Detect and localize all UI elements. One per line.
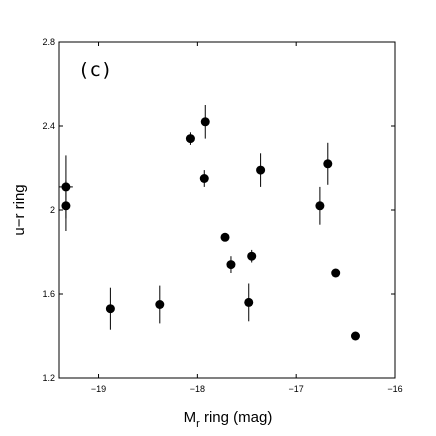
y-tick-label: 2.4 — [42, 121, 55, 131]
data-point — [226, 260, 236, 270]
x-tick-label: −18 — [190, 384, 205, 394]
data-point — [155, 300, 165, 309]
plot-frame — [58, 41, 396, 379]
data-point — [350, 331, 360, 341]
y-tick-label: 1.2 — [42, 373, 55, 383]
data-point — [244, 297, 254, 307]
x-tick-label: −17 — [289, 384, 304, 394]
data-point — [105, 304, 115, 314]
axis-ticks: −19 −18 −17 −16 1.2 1.6 2 2.4 2.8 — [42, 37, 402, 394]
data-point — [323, 159, 333, 169]
y-axis-label: u−r ring — [11, 184, 28, 235]
y-tick-label: 1.6 — [42, 289, 55, 299]
x-tick-label: −16 — [387, 384, 402, 394]
data-point — [247, 251, 257, 261]
data-point — [331, 268, 341, 278]
data-point — [185, 134, 195, 144]
panel-label: (c) — [78, 59, 112, 81]
x-axis-label: Mr ring (mag) — [184, 409, 273, 430]
data-point — [220, 232, 230, 242]
data-point — [256, 165, 266, 175]
y-tick-label: 2.8 — [42, 37, 55, 47]
x-tick-label: −19 — [91, 384, 106, 394]
data-point — [200, 117, 210, 127]
data-point — [61, 201, 71, 211]
data-points — [59, 105, 360, 341]
data-point — [199, 174, 209, 183]
y-tick-label: 2 — [50, 205, 55, 215]
data-point — [315, 201, 325, 211]
